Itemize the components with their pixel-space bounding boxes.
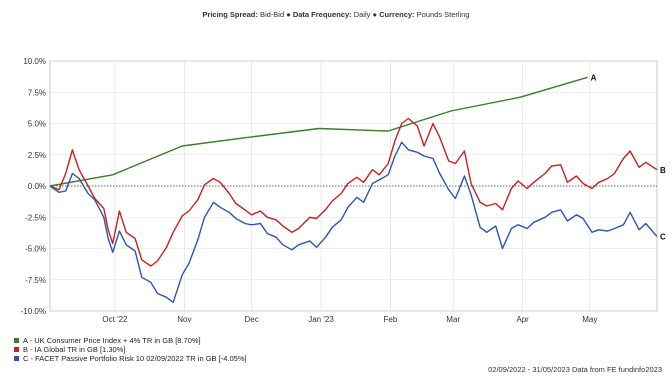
chart-header: Pricing Spread: Bid-Bid ● Data Frequency… xyxy=(0,10,672,19)
x-tick-label: Apr xyxy=(516,315,529,324)
x-tick-label: Feb xyxy=(384,315,398,324)
y-tick-label: 7.5% xyxy=(28,88,46,97)
legend-label: B - IA Global TR in GB [1.30%] xyxy=(23,345,126,354)
x-tick-label: Dec xyxy=(244,315,258,324)
y-tick-label: -7.5% xyxy=(25,276,46,285)
x-tick-label: Jan '23 xyxy=(308,315,334,324)
series-line-a xyxy=(49,76,588,187)
x-tick-label: May xyxy=(582,315,597,324)
spread-label: Pricing Spread: xyxy=(202,10,258,19)
currency-value: Pounds Sterling xyxy=(416,10,470,19)
separator-dot: ● xyxy=(286,10,291,19)
legend-item: B - IA Global TR in GB [1.30%] xyxy=(14,345,247,354)
series-end-label-b: B xyxy=(660,166,666,175)
series-line-c xyxy=(49,141,658,303)
legend-item: A - UK Consumer Price Index + 4% TR in G… xyxy=(14,336,247,345)
separator-dot: ● xyxy=(372,10,378,19)
legend-swatch xyxy=(14,356,19,361)
legend-swatch xyxy=(14,347,19,352)
currency-label: Currency: xyxy=(379,10,415,19)
frequency-label: Data Frequency: xyxy=(292,10,352,19)
y-tick-label: -5.0% xyxy=(25,245,46,254)
x-tick-label: Nov xyxy=(177,315,191,324)
y-tick-label: 0.0% xyxy=(28,182,46,191)
legend-label: A - UK Consumer Price Index + 4% TR in G… xyxy=(23,336,201,345)
y-tick-label: 5.0% xyxy=(28,120,46,129)
series-line-b xyxy=(49,117,658,267)
spread-value: Bid-Bid xyxy=(259,10,285,19)
frequency-value: Daily xyxy=(353,10,371,19)
y-tick-label: -2.5% xyxy=(25,213,46,222)
y-tick-label: 2.5% xyxy=(28,151,46,160)
legend-swatch xyxy=(14,338,19,343)
y-tick-label: -10.0% xyxy=(21,307,46,316)
legend-item: C - FACET Passive Portfolio Risk 10 02/0… xyxy=(14,354,247,363)
y-tick-label: 10.0% xyxy=(23,57,46,66)
x-tick-label: Oct '22 xyxy=(102,315,128,324)
line-chart: 10.0% 7.5% 5.0% 2.5% 0.0% -2.5% -5.0% -7.5% -10.… xyxy=(21,57,666,324)
series-end-label-c: C xyxy=(660,233,666,242)
legend-label: C - FACET Passive Portfolio Risk 10 02/0… xyxy=(23,354,247,363)
date-range-footer: 02/09/2022 - 31/05/2023 Data from FE fun… xyxy=(488,365,662,374)
x-tick-label: Mar xyxy=(446,315,460,324)
chart-legend: A - UK Consumer Price Index + 4% TR in G… xyxy=(14,336,247,363)
series-end-label-a: A xyxy=(591,73,597,82)
